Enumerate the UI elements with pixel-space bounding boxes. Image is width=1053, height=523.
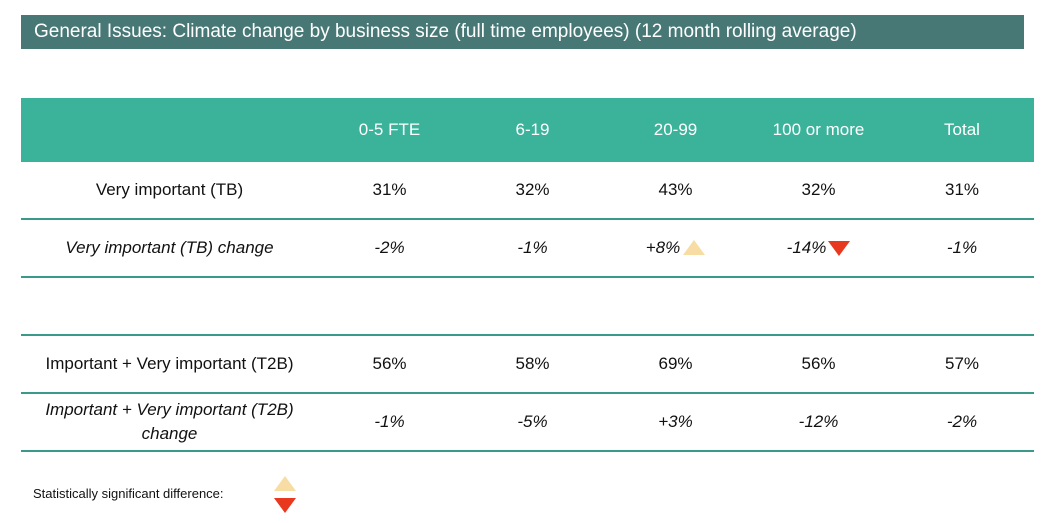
page-title: General Issues: Climate change by busine…: [21, 15, 1024, 49]
column-header-6-19: 6-19: [515, 120, 550, 139]
column-header-20-99: 20-99: [653, 120, 698, 139]
table-cell: 31%: [944, 180, 980, 199]
table-cell-with-marker: -14%: [747, 238, 890, 258]
row-label: Very important (TB) change: [65, 238, 274, 257]
column-header-total: Total: [944, 120, 980, 139]
table-cell: -1%: [517, 238, 548, 257]
cell-value: -14%: [786, 238, 827, 257]
table-cell: 58%: [515, 354, 550, 373]
triangle-down-icon: [828, 241, 851, 256]
table-header: 0-5 FTE 6-19 20-99 100 or more Total: [21, 98, 1034, 162]
table-cell: -12%: [798, 412, 839, 431]
data-table: 0-5 FTE 6-19 20-99 100 or more Total Ver…: [21, 98, 1034, 452]
table-cell: 57%: [944, 354, 980, 373]
column-header-0-5-fte: 0-5 FTE: [358, 120, 421, 139]
table-row-t2b: Important + Very important (T2B) 56% 58%…: [21, 336, 1034, 394]
table-row-tb: Very important (TB) 31% 32% 43% 32% 31%: [21, 162, 1034, 220]
triangle-up-icon: [683, 240, 706, 255]
table-cell: 31%: [372, 180, 407, 199]
triangle-down-icon: [274, 498, 296, 513]
legend-icons: [274, 476, 296, 516]
row-label: Important + Very important (T2B) change: [45, 400, 294, 443]
table-cell: -2%: [374, 238, 405, 257]
table-cell: -1%: [946, 238, 978, 257]
table-cell-with-marker: +8%: [604, 238, 747, 258]
table-cell: -2%: [946, 412, 978, 431]
table-cell: 56%: [801, 354, 836, 373]
table-spacer-row: [21, 278, 1034, 336]
legend-label: Statistically significant difference:: [33, 486, 224, 501]
table-cell: 32%: [515, 180, 550, 199]
triangle-up-icon: [274, 476, 296, 491]
cell-value: +8%: [645, 238, 681, 257]
column-header-100-or-more: 100 or more: [772, 120, 865, 139]
table-cell: -1%: [374, 412, 405, 431]
table-row-tb-change: Very important (TB) change -2% -1% +8% -…: [21, 220, 1034, 278]
table-cell: 32%: [801, 180, 836, 199]
table-cell: 56%: [372, 354, 407, 373]
row-label: Important + Very important (T2B): [45, 354, 294, 373]
row-label: Very important (TB): [95, 180, 244, 199]
table-cell: 43%: [658, 180, 693, 199]
table-cell: +3%: [658, 412, 693, 431]
table-cell: 69%: [658, 354, 693, 373]
table-cell: -5%: [517, 412, 548, 431]
table-row-t2b-change: Important + Very important (T2B) change …: [21, 394, 1034, 452]
